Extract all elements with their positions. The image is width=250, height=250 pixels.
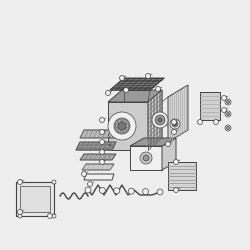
Circle shape — [146, 74, 150, 78]
Circle shape — [88, 182, 92, 186]
Polygon shape — [130, 146, 162, 170]
Polygon shape — [80, 154, 116, 160]
Circle shape — [100, 130, 104, 134]
Circle shape — [82, 172, 86, 176]
Polygon shape — [117, 120, 122, 126]
Circle shape — [172, 120, 176, 124]
Circle shape — [170, 119, 180, 129]
Circle shape — [172, 130, 176, 134]
Circle shape — [18, 180, 22, 184]
Circle shape — [198, 120, 202, 124]
Circle shape — [226, 112, 230, 116]
Circle shape — [225, 125, 231, 131]
Circle shape — [172, 121, 178, 127]
Circle shape — [152, 112, 168, 128]
Circle shape — [114, 118, 130, 134]
Polygon shape — [168, 85, 188, 142]
Circle shape — [158, 118, 162, 122]
Circle shape — [155, 115, 165, 125]
Circle shape — [174, 160, 178, 164]
Circle shape — [100, 140, 104, 144]
Circle shape — [166, 142, 170, 146]
Polygon shape — [110, 78, 164, 90]
Circle shape — [222, 96, 226, 100]
Circle shape — [157, 189, 163, 195]
Circle shape — [226, 126, 230, 130]
Polygon shape — [122, 124, 129, 128]
Circle shape — [225, 99, 231, 105]
Polygon shape — [122, 120, 127, 126]
Circle shape — [108, 112, 136, 140]
Polygon shape — [117, 126, 122, 132]
Polygon shape — [108, 90, 162, 102]
Circle shape — [174, 122, 176, 126]
Polygon shape — [16, 182, 54, 216]
Polygon shape — [122, 126, 127, 132]
Circle shape — [226, 100, 230, 103]
Polygon shape — [200, 92, 220, 120]
Circle shape — [100, 150, 104, 154]
Circle shape — [100, 160, 104, 164]
Circle shape — [100, 118, 104, 122]
Circle shape — [140, 152, 152, 164]
Polygon shape — [76, 142, 116, 150]
Polygon shape — [168, 162, 196, 190]
Circle shape — [128, 188, 134, 194]
Polygon shape — [108, 102, 148, 150]
Circle shape — [225, 111, 231, 117]
Polygon shape — [130, 138, 176, 146]
Circle shape — [124, 88, 128, 92]
Circle shape — [118, 122, 126, 130]
Circle shape — [174, 188, 178, 192]
Circle shape — [52, 180, 56, 184]
Polygon shape — [84, 174, 114, 180]
Circle shape — [222, 108, 226, 112]
Circle shape — [214, 120, 218, 124]
Circle shape — [143, 155, 149, 161]
Circle shape — [156, 86, 160, 92]
Circle shape — [18, 214, 22, 218]
Polygon shape — [115, 124, 122, 128]
Polygon shape — [80, 130, 120, 138]
Circle shape — [52, 214, 56, 218]
Polygon shape — [162, 138, 176, 170]
Circle shape — [85, 187, 91, 193]
Circle shape — [114, 188, 120, 194]
Circle shape — [100, 188, 105, 194]
Polygon shape — [148, 90, 162, 150]
Circle shape — [120, 76, 124, 80]
Circle shape — [106, 90, 110, 96]
Polygon shape — [82, 164, 114, 170]
Circle shape — [18, 180, 22, 184]
Circle shape — [18, 210, 22, 214]
Polygon shape — [20, 186, 50, 212]
Circle shape — [48, 214, 52, 218]
Circle shape — [142, 188, 148, 194]
